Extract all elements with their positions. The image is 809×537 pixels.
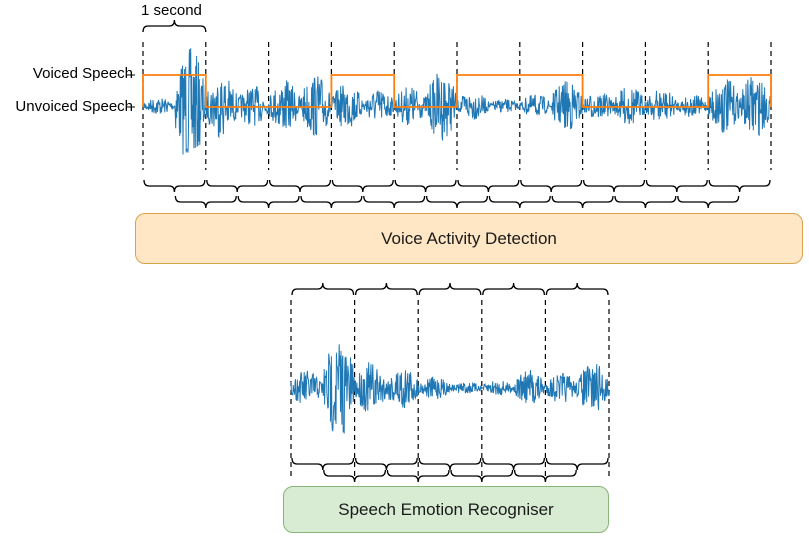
- window-brace-a-2: [268, 179, 332, 193]
- window-brace-b-4: [425, 195, 489, 209]
- window-brace-a-0: [143, 179, 206, 193]
- window-brace-a-3: [331, 179, 394, 193]
- ser-box-label: Speech Emotion Recogniser: [338, 499, 554, 519]
- vad-window-braces: [143, 179, 771, 209]
- voiced-brace-top-2: [418, 282, 482, 296]
- top-window-braces: [142, 19, 207, 33]
- ser-window-braces: [291, 457, 609, 483]
- voiced-brace-top-0: [291, 282, 355, 296]
- one-second-brace: [142, 19, 207, 33]
- vad-box-label: Voice Activity Detection: [381, 228, 557, 248]
- voiced-segment-braces-top: [291, 282, 609, 296]
- ser-brace-a-0: [291, 457, 355, 471]
- ser-brace-b-3: [513, 469, 577, 483]
- window-brace-b-1: [237, 195, 300, 209]
- window-brace-b-3: [363, 195, 426, 209]
- voiced-waveform: [290, 344, 610, 434]
- voiced-brace-top-3: [482, 282, 546, 296]
- voiced-brace-top-4: [545, 282, 609, 296]
- speech-emotion-recogniser-box: Speech Emotion Recogniser: [283, 486, 609, 533]
- window-brace-a-4: [394, 179, 457, 193]
- window-brace-b-5: [488, 195, 551, 209]
- voiced-segment-dividers: [290, 300, 610, 478]
- window-brace-a-7: [582, 179, 646, 193]
- window-brace-b-8: [677, 195, 740, 209]
- ser-brace-a-1: [354, 457, 418, 471]
- ser-brace-a-3: [482, 457, 546, 471]
- voiced-speech-label: Voiced Speech: [32, 65, 133, 82]
- window-brace-a-8: [645, 179, 708, 193]
- voiced-brace-top-1: [354, 282, 418, 296]
- ser-brace-a-2: [418, 457, 482, 471]
- voicing-indicator: [127, 74, 772, 108]
- window-brace-b-6: [551, 195, 614, 209]
- ser-brace-a-4: [545, 457, 609, 471]
- window-brace-a-5: [457, 179, 520, 193]
- window-brace-a-9: [708, 179, 771, 193]
- window-brace-a-6: [520, 179, 583, 193]
- voiced-waveform-trace: [290, 344, 610, 434]
- window-brace-b-7: [614, 195, 677, 209]
- ser-brace-b-1: [386, 469, 450, 483]
- window-brace-b-2: [300, 195, 363, 209]
- ser-brace-b-0: [323, 469, 387, 483]
- ser-brace-b-2: [450, 469, 514, 483]
- window-brace-b-0: [174, 195, 237, 209]
- voice-activity-detection-box: Voice Activity Detection: [135, 213, 803, 264]
- voicing-step-line: [142, 74, 772, 108]
- window-brace-a-1: [206, 179, 269, 193]
- unvoiced-speech-label: Unvoiced Speech: [15, 98, 133, 115]
- one-second-label: 1 second: [141, 2, 202, 19]
